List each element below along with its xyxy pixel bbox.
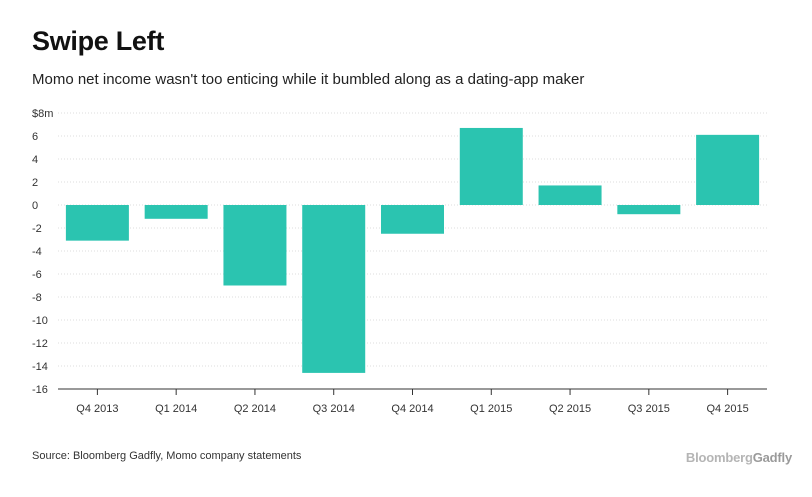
y-tick-label: 2 (32, 177, 38, 189)
bars (65, 127, 760, 373)
bar-q4-2014 (381, 205, 444, 234)
gridlines (58, 112, 767, 367)
y-tick-label: -16 (32, 384, 48, 396)
y-tick-label: -10 (32, 315, 48, 327)
brand-logo: BloombergGadfly (686, 450, 792, 465)
source-note: Source: Bloomberg Gadfly, Momo company s… (32, 450, 302, 462)
bar-q4-2013 (65, 205, 129, 241)
y-tick-label: 6 (32, 131, 38, 143)
chart-title: Swipe Left (32, 26, 165, 56)
logo-gadfly: Gadfly (752, 450, 792, 465)
x-tick-label: Q3 2015 (628, 403, 670, 415)
y-tick-label: -8 (32, 292, 42, 304)
bar-q2-2014 (223, 205, 287, 286)
bar-q3-2015 (617, 205, 681, 215)
x-tick-label: Q3 2014 (313, 403, 355, 415)
x-tick-label: Q1 2014 (155, 403, 197, 415)
y-tick-label: $8m (32, 108, 53, 120)
y-tick-label: 4 (32, 154, 38, 166)
logo-bloomberg: Bloomberg (685, 450, 753, 465)
y-tick-label: -2 (32, 223, 42, 235)
y-tick-label: 0 (32, 200, 38, 212)
x-tick-label: Q4 2015 (707, 403, 749, 415)
y-axis-ticks: $8m 6 4 2 0 -2 -4 -6 -8 -10 -12 -14 -16 (32, 108, 53, 396)
bar-q4-2015 (696, 134, 760, 205)
y-tick-label: -4 (32, 246, 42, 258)
bar-q1-2015 (459, 127, 523, 205)
x-tick-label: Q2 2014 (234, 403, 276, 415)
bar-q1-2014 (144, 205, 208, 219)
chart-subtitle: Momo net income wasn't too enticing whil… (32, 71, 585, 88)
y-tick-label: -12 (32, 338, 48, 350)
x-tick-label: Q4 2014 (391, 403, 433, 415)
x-axis: Q4 2013 Q1 2014 Q2 2014 Q3 2014 Q4 2014 Q1 20… (58, 388, 767, 415)
x-tick-label: Q1 2015 (470, 403, 512, 415)
x-tick-label: Q2 2015 (549, 403, 591, 415)
bar-q3-2014 (302, 205, 366, 373)
bar-q2-2015 (538, 185, 602, 205)
x-tick-label: Q4 2013 (76, 403, 118, 415)
bar-chart: $8m 6 4 2 0 -2 -4 -6 -8 -10 -12 -14 -16 Q4 2013 Q1 20… (32, 108, 767, 415)
y-tick-label: -6 (32, 269, 42, 281)
y-tick-label: -14 (32, 361, 48, 373)
